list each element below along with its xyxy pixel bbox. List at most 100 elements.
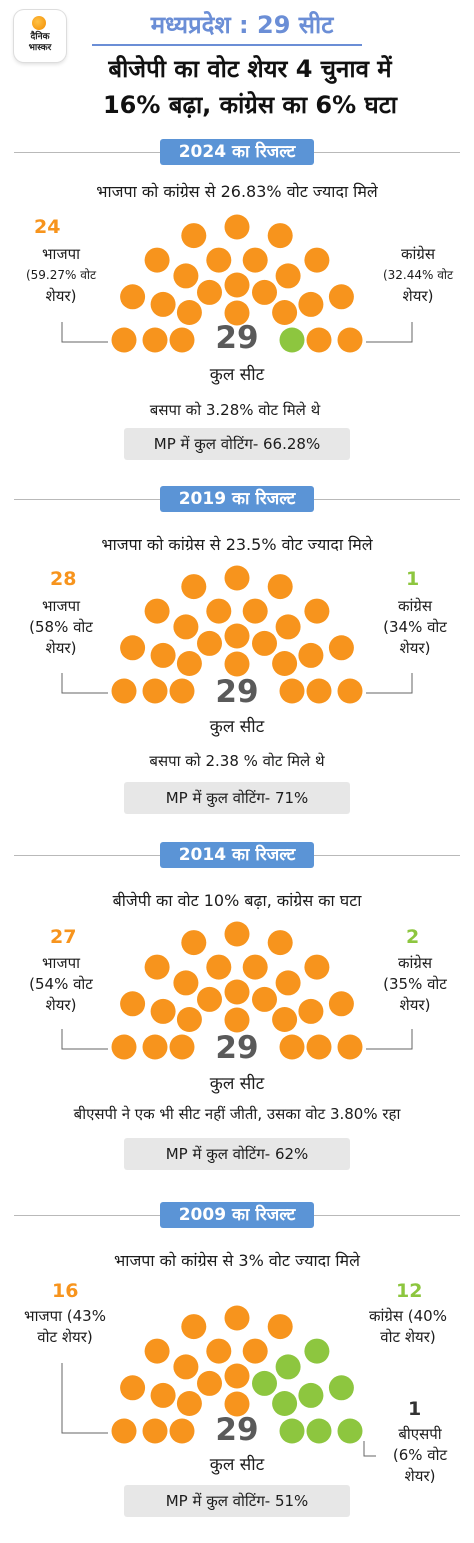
seat-dot-bjp — [252, 986, 277, 1012]
summary-2024: भाजपा को कांग्रेस से 26.83% वोट ज्यादा म… — [96, 182, 378, 201]
seat-dot-bjp — [181, 930, 207, 956]
seat-dot-bjp — [206, 1338, 232, 1364]
seat-dot-bjp — [224, 1007, 250, 1033]
seat-dot-bjp — [181, 223, 207, 249]
seat-dot-bjp — [298, 291, 324, 317]
seat-dot-bjp — [242, 1338, 268, 1364]
seat-dot-bjp — [224, 1391, 250, 1417]
seat-dot-bjp — [176, 1007, 202, 1032]
seat-dot-bjp — [197, 630, 222, 656]
bjp-seats-2019: 28 — [50, 568, 77, 590]
seat-dot-bjp — [242, 247, 268, 273]
total-label-2009: कुल सीट — [209, 1455, 265, 1475]
bjp-seats-2009: 16 — [52, 1280, 79, 1302]
seat-dot-bjp — [306, 1034, 332, 1060]
seat-dot-congress — [306, 1418, 332, 1444]
left-connector-line — [61, 1029, 108, 1050]
bsp-label-2009: बीएसपी (6% वोट शेयर) — [392, 1425, 448, 1485]
seat-dot-bjp — [144, 954, 170, 980]
right-connector-line — [366, 322, 413, 343]
seat-dot-bjp — [120, 635, 146, 661]
total-voting-2024: MP में कुल वोटिंग- 66.28% — [124, 428, 350, 460]
seat-dot-bjp — [272, 1007, 298, 1032]
seat-dot-bjp — [304, 598, 330, 624]
left-connector-line — [61, 1363, 108, 1434]
seat-dot-bjp — [142, 678, 168, 704]
summary-2014: बीजेपी का वोट 10% बढ़ा, कांग्रेस का घटा — [112, 891, 362, 910]
bjp-seats-2024: 24 — [34, 216, 61, 238]
seat-dot-bjp — [169, 327, 195, 353]
seat-dot-bjp — [272, 300, 298, 325]
seat-dot-bjp — [328, 284, 354, 310]
section-title-2024: 2024 का रिजल्ट — [160, 139, 314, 165]
seat-dot-bjp — [298, 998, 324, 1024]
total-seats-2014: 29 — [215, 1030, 259, 1066]
seat-dot-congress — [272, 1391, 298, 1416]
seat-dot-congress — [337, 1418, 363, 1444]
seat-dot-bjp — [111, 1418, 137, 1444]
seat-dot-bjp — [111, 327, 137, 353]
seat-dot-congress — [252, 1370, 277, 1396]
seat-dot-bjp — [224, 565, 250, 591]
seat-dot-bjp — [267, 574, 293, 600]
seat-dot-bjp — [337, 1034, 363, 1060]
bsp-seats-2009: 1 — [408, 1398, 422, 1420]
left-connector-line — [61, 322, 108, 343]
seat-dot-bjp — [111, 678, 137, 704]
seat-dot-bjp — [337, 678, 363, 704]
seat-dot-bjp — [267, 1314, 293, 1340]
seat-dot-congress — [328, 1375, 354, 1401]
seat-dot-bjp — [304, 247, 330, 273]
seat-dot-bjp — [328, 635, 354, 661]
seat-dot-bjp — [142, 1034, 168, 1060]
logo-text-2: भास्कर — [28, 43, 52, 53]
seat-dot-bjp — [242, 598, 268, 624]
right-connector-line — [366, 673, 413, 694]
seat-dot-bjp — [275, 970, 301, 996]
bsp-note-2019: बसपा को 2.38 % वोट मिले थे — [149, 752, 325, 770]
seat-dot-bjp — [144, 598, 170, 624]
seat-dot-bjp — [120, 284, 146, 310]
seat-dot-bjp — [206, 247, 232, 273]
left-connector-line — [61, 673, 108, 694]
seat-dot-bjp — [275, 614, 301, 640]
total-label-2024: कुल सीट — [209, 365, 265, 385]
seat-dot-bjp — [224, 1363, 250, 1389]
seat-dot-bjp — [173, 1354, 199, 1380]
seat-dot-bjp — [306, 678, 332, 704]
seat-dot-bjp — [144, 1338, 170, 1364]
seat-dot-bjp — [173, 263, 199, 289]
seat-dot-bjp — [150, 291, 176, 317]
seat-dot-bjp — [328, 991, 354, 1017]
seat-dot-bjp — [176, 651, 202, 676]
seat-dot-bjp — [206, 954, 232, 980]
bsp-note-2024: बसपा को 3.28% वोट मिले थे — [149, 401, 321, 419]
section-title-2019: 2019 का रिजल्ट — [160, 486, 314, 512]
seat-dot-bjp — [197, 279, 222, 305]
seat-dot-bjp — [111, 1034, 137, 1060]
page-title: मध्यप्रदेश : 29 सीट — [150, 11, 334, 39]
seat-dot-bjp — [275, 263, 301, 289]
headline-line-1: बीजेपी का वोट शेयर 4 चुनाव में — [108, 55, 392, 83]
seat-dot-bjp — [181, 1314, 207, 1340]
summary-2009: भाजपा को कांग्रेस से 3% वोट ज्यादा मिले — [114, 1251, 360, 1270]
bjp-label-2019: भाजपा (58% वोट शेयर) — [29, 597, 93, 657]
title-underline — [92, 44, 362, 46]
seat-dot-bjp — [169, 1034, 195, 1060]
seat-dot-bjp — [224, 300, 250, 326]
seat-dot-bjp — [337, 327, 363, 353]
total-label-2019: कुल सीट — [209, 717, 265, 737]
congress-label-2019: कांग्रेस (34% वोट शेयर) — [383, 597, 447, 657]
seat-dot-congress — [279, 327, 305, 353]
congress-seats-2009: 12 — [396, 1280, 423, 1302]
seat-dot-bjp — [197, 1370, 222, 1396]
total-seats-2009: 29 — [215, 1412, 259, 1448]
seat-dot-bjp — [272, 651, 298, 676]
seat-dot-bjp — [267, 930, 293, 956]
seat-dot-congress — [279, 1418, 305, 1444]
seat-dot-bjp — [224, 979, 250, 1005]
seat-dot-bjp — [120, 991, 146, 1017]
total-label-2014: कुल सीट — [209, 1074, 265, 1094]
congress-label-2024: कांग्रेस (32.44% वोट शेयर) — [382, 245, 454, 305]
